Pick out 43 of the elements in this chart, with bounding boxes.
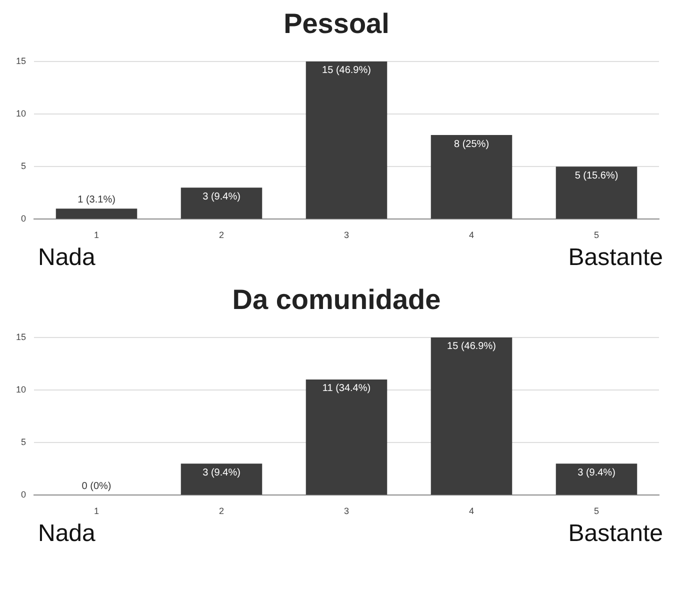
x-tick-label: 5 xyxy=(594,506,600,516)
data-label: 5 (15.6%) xyxy=(574,170,618,182)
data-label: 11 (34.4%) xyxy=(322,383,371,394)
data-label: 3 (9.4%) xyxy=(202,191,240,202)
y-tick-label: 5 xyxy=(20,161,26,172)
x-tick-label: 3 xyxy=(344,506,350,516)
x-tick-label: 1 xyxy=(94,230,100,240)
x-tick-label: 5 xyxy=(594,230,600,240)
y-tick-label: 10 xyxy=(16,108,26,118)
x-tick-label: 4 xyxy=(468,506,474,516)
bar xyxy=(430,135,512,219)
data-label: 0 (0%) xyxy=(82,480,112,492)
y-tick-label: 5 xyxy=(20,437,26,448)
bar xyxy=(56,208,138,219)
data-label: 8 (25%) xyxy=(454,138,490,150)
data-label: 3 (9.4%) xyxy=(202,467,240,478)
data-label: 15 (46.9%) xyxy=(322,65,371,76)
bar xyxy=(180,464,262,495)
y-tick-label: 0 xyxy=(20,490,26,500)
bar xyxy=(306,61,388,219)
x-tick-label: 2 xyxy=(219,230,224,240)
bar xyxy=(430,337,512,495)
bar xyxy=(306,379,388,495)
data-label: 15 (46.9%) xyxy=(447,341,496,352)
text: Bastante xyxy=(568,520,663,548)
bar xyxy=(556,464,638,495)
text: Nada xyxy=(38,244,96,272)
data-label: 1 (3.1%) xyxy=(78,194,116,206)
x-tick-label: 4 xyxy=(468,230,474,240)
y-tick-label: 10 xyxy=(16,384,26,394)
text: Bastante xyxy=(568,244,663,272)
text: Nada xyxy=(38,520,96,548)
bar xyxy=(180,188,262,219)
chart-title: Pessoal xyxy=(282,8,390,40)
chart-title: Da comunidade xyxy=(231,284,442,316)
x-tick-label: 1 xyxy=(94,506,100,516)
y-tick-label: 15 xyxy=(16,56,26,66)
y-tick-label: 0 xyxy=(20,214,26,224)
data-label: 3 (9.4%) xyxy=(578,467,616,478)
x-tick-label: 3 xyxy=(344,230,350,240)
bar xyxy=(556,166,638,219)
x-tick-label: 2 xyxy=(219,506,224,516)
y-tick-label: 15 xyxy=(16,332,26,342)
